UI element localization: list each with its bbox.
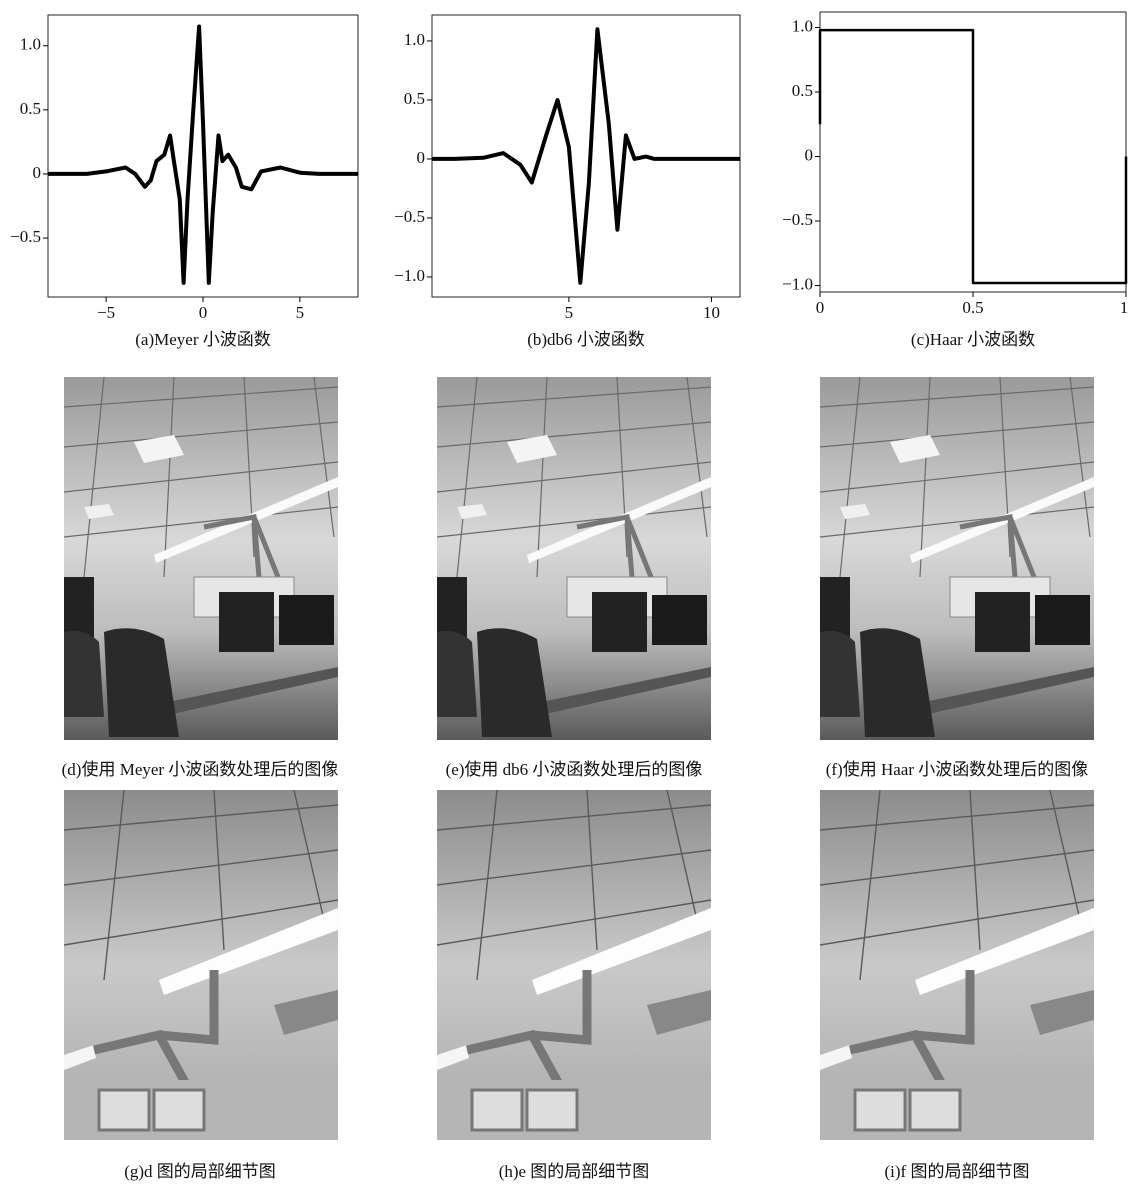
y-tick-label: 1.0 [20, 35, 41, 54]
y-tick-label: −0.5 [10, 227, 41, 246]
y-tick-label: 1.0 [792, 16, 813, 35]
photo [64, 377, 338, 740]
caption: (h)e 图的局部细节图 [499, 1162, 650, 1181]
photo [820, 377, 1094, 740]
y-tick-label: 0.5 [792, 81, 813, 100]
x-tick-label: 5 [296, 303, 305, 322]
photos [64, 377, 1094, 1140]
caption: (e)使用 db6 小波函数处理后的图像 [446, 759, 703, 779]
data-line [432, 27, 740, 285]
plot-frame [431, 14, 741, 298]
caption: (d)使用 Meyer 小波函数处理后的图像 [62, 759, 339, 779]
y-tick-label: 0 [805, 145, 814, 164]
x-tick-label: −5 [97, 303, 115, 322]
y-tick-label: −0.5 [394, 207, 425, 226]
x-tick-label: 0.5 [962, 298, 983, 317]
photo [820, 790, 1094, 1140]
caption: (c)Haar 小波函数 [911, 330, 1035, 349]
data-line [48, 24, 358, 285]
y-tick-label: 0.5 [404, 89, 425, 108]
x-tick-label: 1 [1120, 298, 1129, 317]
y-tick-label: 0 [417, 148, 426, 167]
y-tick-label: −1.0 [394, 266, 425, 285]
x-tick-label: 0 [816, 298, 825, 317]
caption: (f)使用 Haar 小波函数处理后的图像 [826, 759, 1089, 779]
x-tick-label: 5 [565, 303, 574, 322]
x-tick-label: 10 [703, 303, 720, 322]
photo [437, 790, 711, 1140]
y-tick-label: −1.0 [782, 274, 813, 293]
data-line [818, 28, 1128, 285]
caption: (g)d 图的局部细节图 [124, 1162, 276, 1181]
y-tick-label: 1.0 [404, 30, 425, 49]
photo [64, 790, 338, 1140]
y-tick-label: 0 [33, 163, 42, 182]
y-tick-label: 0.5 [20, 99, 41, 118]
y-tick-label: −0.5 [782, 210, 813, 229]
caption: (b)db6 小波函数 [527, 330, 645, 349]
x-tick-label: 0 [199, 303, 208, 322]
caption: (i)f 图的局部细节图 [885, 1162, 1030, 1181]
photo [437, 377, 711, 740]
caption: (a)Meyer 小波函数 [135, 330, 271, 349]
